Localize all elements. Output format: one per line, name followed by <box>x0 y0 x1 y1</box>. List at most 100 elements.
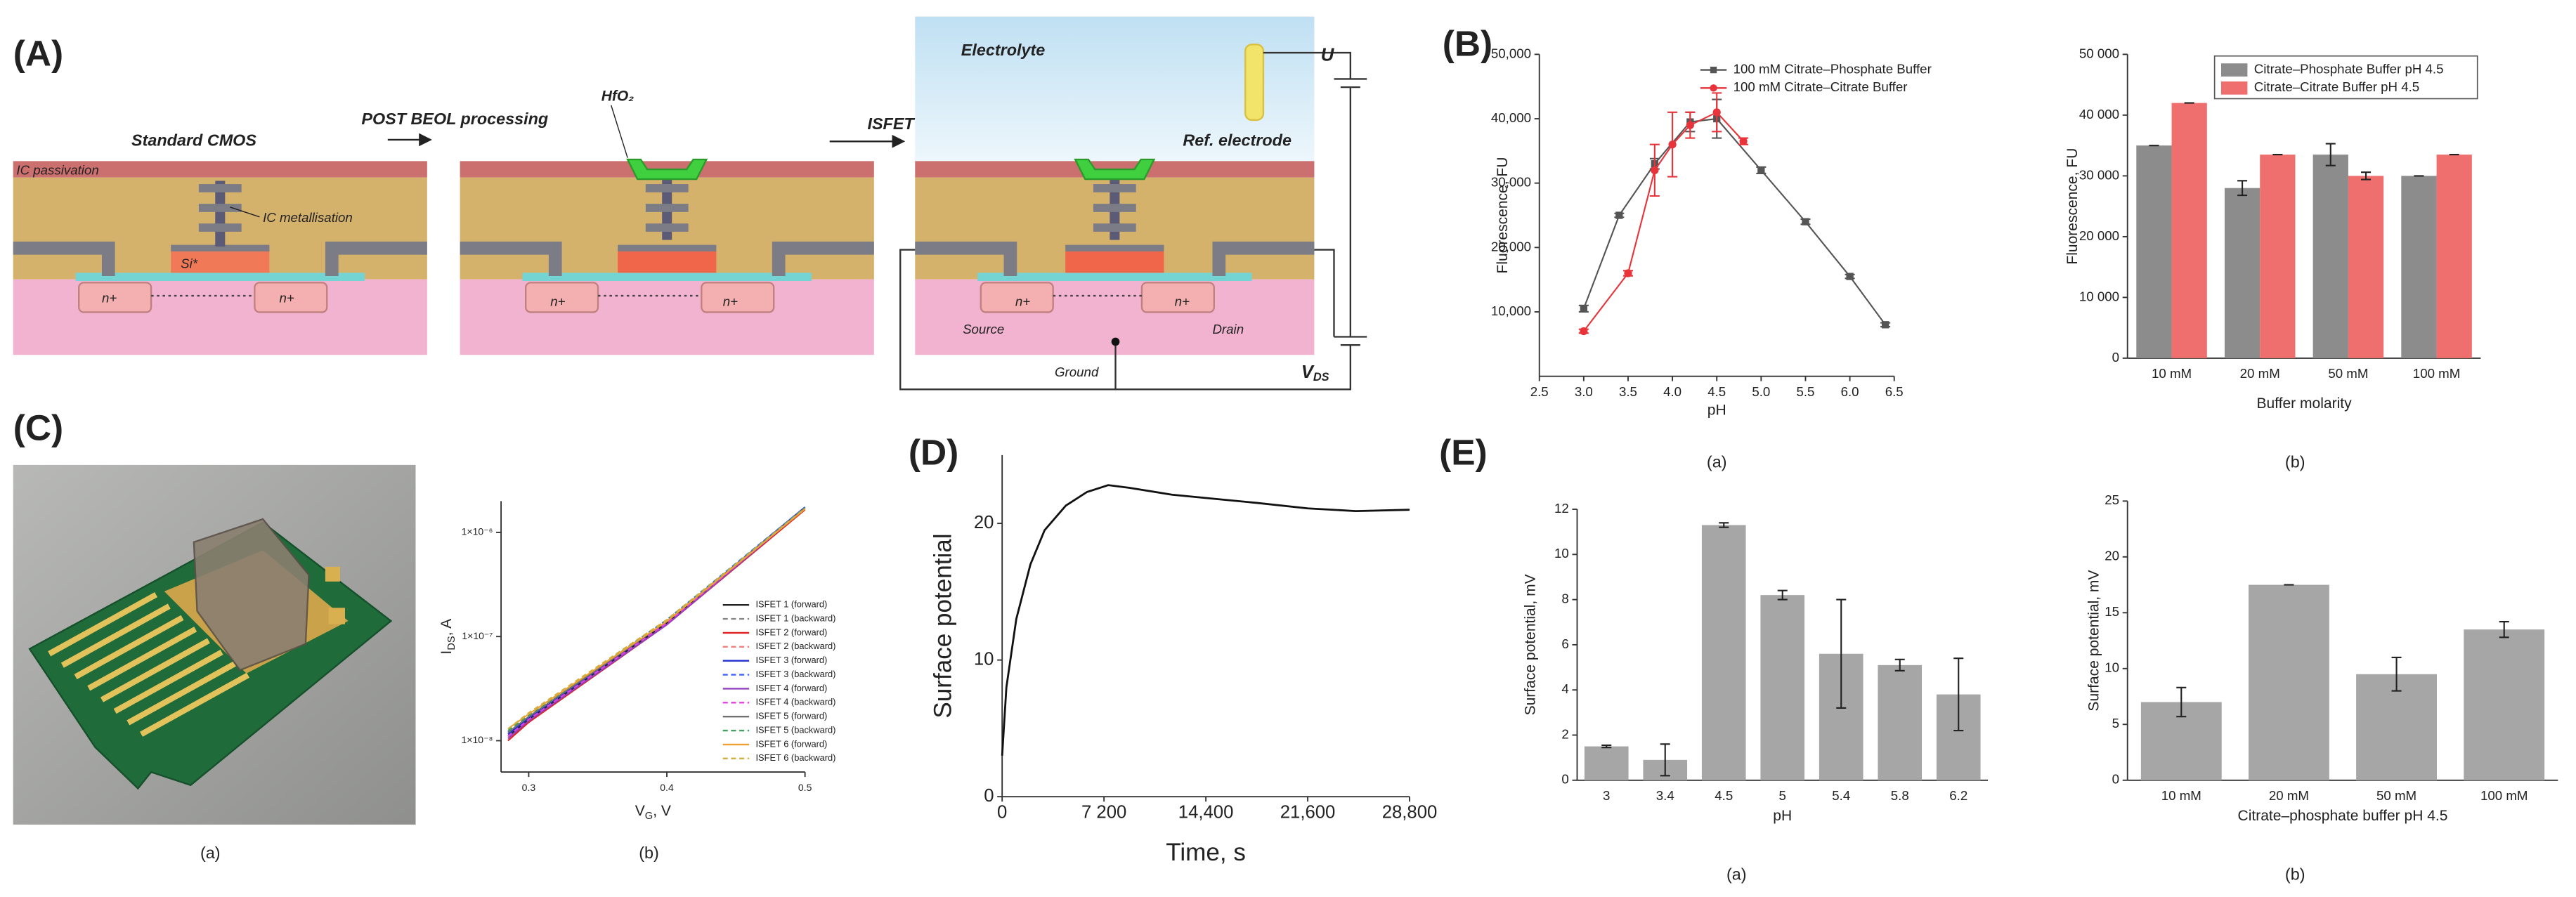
line <box>1001 484 1410 756</box>
caption: (b) <box>2285 453 2305 471</box>
x-tick-label: 5.0 <box>1752 384 1770 399</box>
hfo2-layer <box>1074 158 1156 181</box>
x-tick-label: 5.5 <box>1796 384 1814 399</box>
pad <box>328 608 345 624</box>
x-tick-label: 5 <box>1779 788 1786 803</box>
chip-well <box>193 518 310 672</box>
y-tick-label: 20 <box>974 513 994 532</box>
error-bar <box>2176 686 2187 718</box>
x-axis-label: pH <box>1773 808 1792 824</box>
legend-label: ISFET 1 (forward) <box>755 599 827 610</box>
panel-label: (E) <box>1439 431 1488 472</box>
x-axis-label: Buffer molarity <box>2256 395 2352 412</box>
panel-label: (C) <box>13 407 63 447</box>
label: Ground <box>1055 365 1099 379</box>
x-tick-label: 0.4 <box>660 782 674 793</box>
x-tick-label: 2.5 <box>1530 384 1549 399</box>
marker <box>1580 327 1588 336</box>
pad <box>325 566 340 582</box>
label: VDS <box>1301 362 1329 384</box>
y-tick-label: 0 <box>2112 350 2119 365</box>
n-plus <box>980 282 1054 313</box>
gate-cap <box>171 244 270 251</box>
label: n+ <box>723 294 738 308</box>
line <box>1583 111 1744 332</box>
line <box>1582 117 1886 325</box>
legend-frame <box>2213 55 2478 100</box>
gate-oxide <box>522 273 812 282</box>
y-tick-label: 40,000 <box>1491 110 1531 125</box>
label: Si* <box>181 256 198 271</box>
legend-label: ISFET 6 (forward) <box>755 738 827 749</box>
y-tick-label: 10 <box>2105 660 2119 675</box>
legend-label: ISFET 5 (backward) <box>755 724 835 735</box>
error-bar <box>2325 143 2336 166</box>
n-plus <box>78 282 152 313</box>
x-axis-label: G <box>645 811 653 822</box>
label: U <box>1321 46 1335 65</box>
y-tick-label: 30,000 <box>1491 175 1531 190</box>
x-tick-label: 7 200 <box>1081 802 1126 822</box>
x-tick-label: 21,600 <box>1280 802 1336 822</box>
ref-electrode <box>1244 44 1265 122</box>
passivation <box>13 161 427 178</box>
label: HfO₂ <box>601 89 635 105</box>
x-tick-label: 3.0 <box>1575 384 1593 399</box>
marker <box>1651 166 1659 174</box>
error-bar <box>2237 180 2248 197</box>
y-tick-label: 10 000 <box>2079 289 2119 303</box>
x-tick-label: 0 <box>997 802 1007 822</box>
y-tick-label: 6 <box>1561 636 1568 651</box>
metal <box>460 241 874 277</box>
error-bar <box>1836 598 1847 709</box>
error-bar <box>2499 620 2509 639</box>
y-tick-label: 10 <box>974 649 994 669</box>
legend-label: Citrate–Citrate Buffer pH 4.5 <box>2254 79 2419 94</box>
x-tick-label: 50 mM <box>2328 366 2368 381</box>
x-tick-label: 10 mM <box>2161 788 2201 803</box>
caption: (a) <box>1726 865 1747 884</box>
gate <box>171 251 270 273</box>
label: n+ <box>1015 294 1030 308</box>
y-axis-label: I <box>438 650 455 655</box>
metal-level <box>1093 223 1136 232</box>
x-tick-label: 10 mM <box>2152 366 2192 381</box>
bar <box>1878 664 1923 780</box>
caption: (b) <box>639 844 659 862</box>
marker <box>1712 108 1721 117</box>
gold-finger <box>87 627 197 691</box>
line <box>507 507 806 730</box>
x-tick-label: 6.0 <box>1841 384 1859 399</box>
bar <box>1760 595 1805 780</box>
gold-finger <box>140 672 250 737</box>
x-tick-label: 14,400 <box>1178 802 1234 822</box>
bar <box>2401 176 2437 358</box>
n-plus <box>254 282 328 313</box>
y-tick-label: 25 <box>2105 492 2119 507</box>
bar <box>2260 155 2296 358</box>
legend-marker <box>1710 66 1717 74</box>
label: Drain <box>1212 322 1244 336</box>
legend-label: 100 mM Citrate–Citrate Buffer <box>1733 79 1908 94</box>
n-plus <box>701 282 775 313</box>
legend-label: ISFET 2 (backward) <box>755 641 835 651</box>
y-tick-label: 0 <box>2112 772 2119 787</box>
y-tick-label: 0 <box>984 786 994 806</box>
marker <box>1580 305 1587 313</box>
gold-finger <box>113 649 223 714</box>
metal <box>915 241 1315 277</box>
legend-label: ISFET 3 (forward) <box>755 655 827 665</box>
metal-level <box>645 184 689 192</box>
label: IC passivation <box>16 162 98 177</box>
label: Electrolyte <box>961 41 1046 59</box>
y-tick-label: 10 <box>1554 546 1569 561</box>
bar <box>2464 629 2545 780</box>
legend-label: ISFET 6 (backward) <box>755 752 835 763</box>
y-axis-label: Fluorescence, FU <box>1495 157 1511 274</box>
metal-level <box>645 204 689 212</box>
gate-oxide <box>977 273 1252 282</box>
label: n+ <box>550 294 565 308</box>
label: n+ <box>279 291 294 306</box>
